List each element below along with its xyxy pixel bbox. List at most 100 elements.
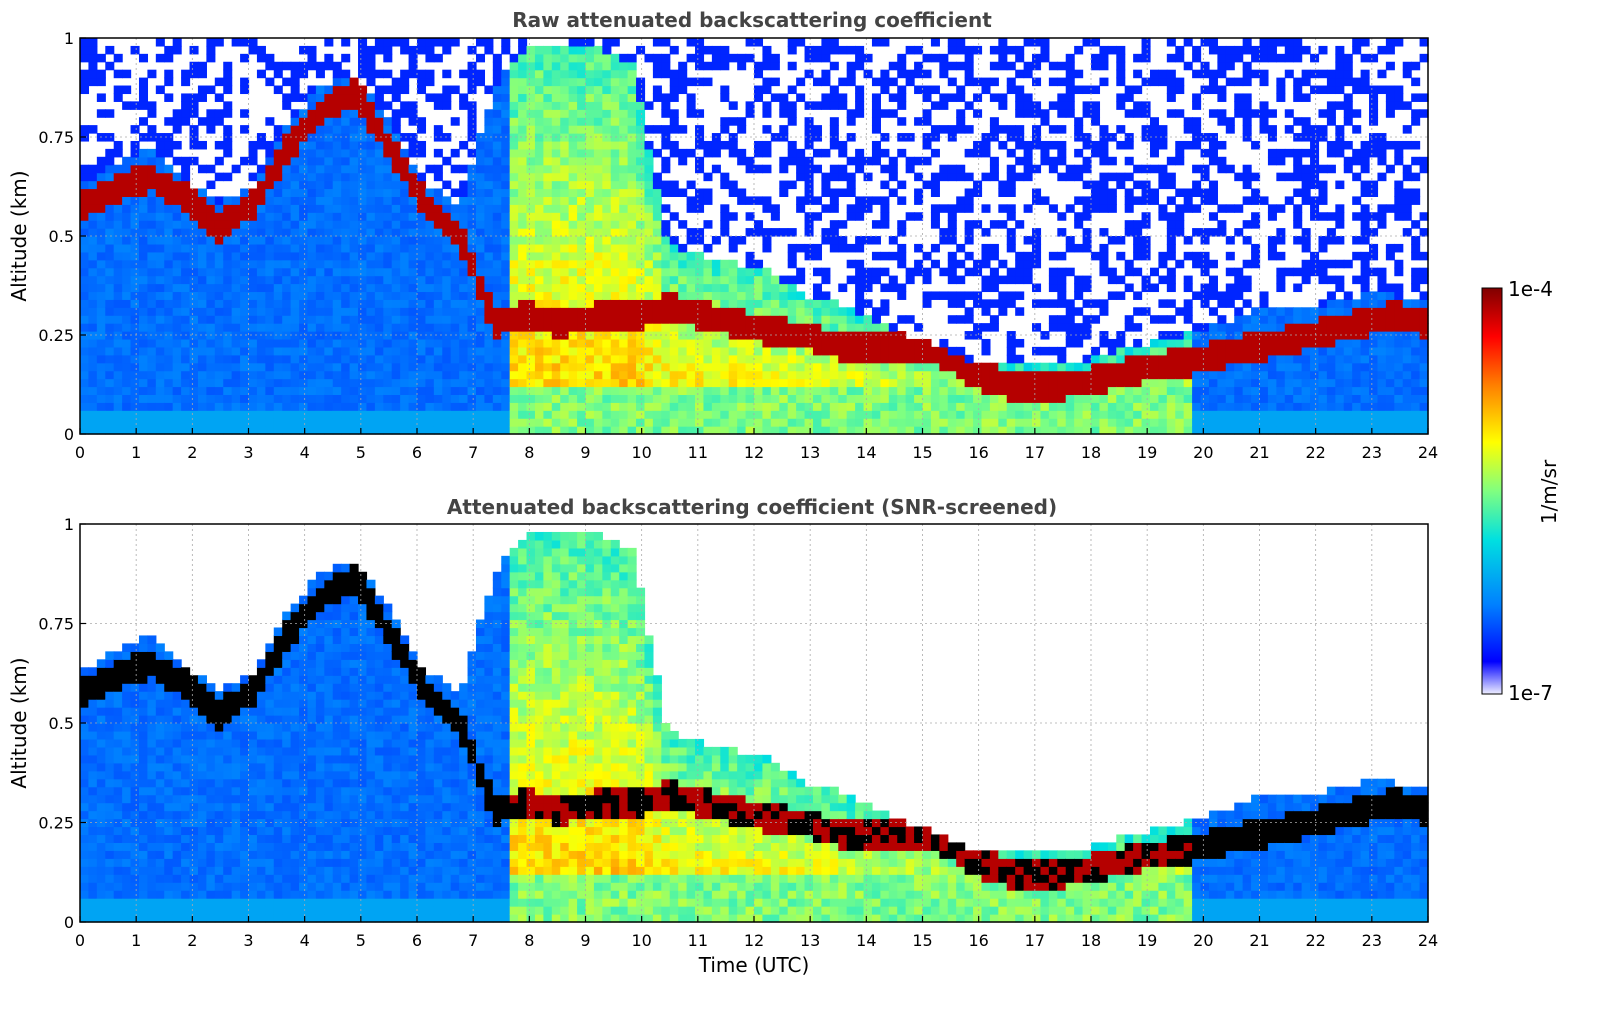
heatmap-cell	[307, 402, 317, 411]
heatmap-cell	[627, 53, 637, 63]
heatmap-cell	[956, 418, 966, 427]
heatmap-cell	[1116, 69, 1126, 79]
heatmap-cell	[155, 410, 165, 419]
heatmap-cell	[1149, 402, 1160, 411]
heatmap-cell	[762, 243, 772, 253]
heatmap-cell	[374, 196, 384, 205]
heatmap-cell	[998, 259, 1008, 269]
heatmap-cell	[939, 267, 949, 277]
heatmap-cell	[122, 243, 132, 253]
heatmap-cell	[787, 243, 797, 253]
heatmap-cell	[762, 77, 772, 87]
heatmap-cell	[636, 418, 646, 427]
heatmap-cell	[358, 61, 368, 71]
heatmap-cell	[1124, 259, 1134, 269]
heatmap-cell	[602, 315, 612, 324]
heatmap-cell	[408, 426, 418, 435]
heatmap-cell	[442, 85, 452, 95]
heatmap-cell	[273, 180, 283, 190]
heatmap-cell	[888, 346, 898, 356]
heatmap-cell	[821, 307, 831, 316]
heatmap-cell	[930, 378, 940, 388]
heatmap-cell	[914, 45, 924, 55]
heatmap-cell	[1158, 370, 1168, 380]
heatmap-cell	[122, 220, 132, 229]
heatmap-cell	[248, 140, 258, 150]
heatmap-cell	[400, 77, 410, 87]
heatmap-cell	[315, 370, 325, 380]
heatmap-cell	[720, 338, 730, 348]
heatmap-cell	[189, 291, 199, 300]
heatmap-cell	[501, 212, 511, 221]
heatmap-cell	[560, 275, 570, 285]
heatmap-cell	[518, 180, 528, 190]
heatmap-cell	[863, 69, 873, 79]
heatmap-cell	[484, 140, 494, 150]
heatmap-cell	[1166, 196, 1176, 205]
heatmap-cell	[1124, 402, 1134, 411]
heatmap-cell	[1107, 386, 1117, 395]
heatmap-cell	[358, 196, 368, 205]
heatmap-cell	[459, 283, 469, 293]
heatmap-cell	[147, 386, 157, 395]
heatmap-cell	[661, 164, 671, 174]
heatmap-cell	[619, 299, 629, 308]
heatmap-cell	[1091, 299, 1101, 308]
heatmap-cell	[138, 267, 149, 277]
heatmap-cell	[256, 267, 266, 277]
heatmap-cell	[113, 243, 123, 253]
heatmap-cell	[1015, 386, 1025, 395]
heatmap-cell	[80, 299, 90, 308]
heatmap-cell	[745, 212, 755, 221]
heatmap-cell	[425, 346, 435, 356]
heatmap-cell	[871, 267, 881, 277]
heatmap-cell	[644, 180, 654, 190]
heatmap-cell	[610, 196, 620, 205]
heatmap-cell	[796, 354, 806, 364]
heatmap-cell	[492, 299, 502, 308]
heatmap-cell	[568, 77, 578, 87]
heatmap-cell	[737, 148, 747, 158]
heatmap-cell	[593, 410, 603, 419]
heatmap-cell	[231, 386, 241, 395]
heatmap-cell	[1200, 410, 1210, 419]
heatmap-cell	[265, 386, 275, 395]
heatmap-cell	[964, 426, 974, 435]
heatmap-cell	[425, 299, 435, 308]
heatmap-cell	[122, 315, 132, 324]
heatmap-cell	[1006, 370, 1016, 380]
heatmap-cell	[585, 212, 595, 221]
heatmap-cell	[863, 410, 873, 419]
heatmap-cell	[981, 418, 991, 427]
heatmap-cell	[484, 148, 494, 158]
heatmap-cell	[358, 140, 368, 150]
heatmap-cell	[922, 85, 932, 95]
heatmap-cell	[627, 315, 637, 324]
heatmap-cell	[417, 117, 427, 126]
heatmap-cell	[475, 53, 486, 63]
heatmap-cell	[914, 370, 924, 380]
heatmap-cell	[593, 426, 603, 435]
heatmap-cell	[568, 204, 578, 213]
heatmap-cell	[206, 267, 216, 277]
heatmap-cell	[332, 291, 342, 300]
heatmap-cell	[113, 410, 123, 419]
heatmap-cell	[762, 354, 772, 364]
heatmap-cell	[248, 307, 258, 316]
heatmap-cell	[1200, 394, 1210, 403]
heatmap-cell	[551, 101, 561, 110]
heatmap-cell	[391, 220, 401, 229]
heatmap-cell	[1116, 172, 1126, 182]
heatmap-cell	[644, 220, 654, 229]
heatmap-cell	[425, 275, 435, 285]
heatmap-cell	[105, 283, 115, 293]
heatmap-cell	[619, 109, 629, 118]
heatmap-cell	[290, 77, 300, 87]
heatmap-cell	[484, 402, 494, 411]
heatmap-cell	[155, 291, 165, 300]
heatmap-cell	[248, 228, 258, 237]
heatmap-cell	[871, 109, 881, 118]
heatmap-cell	[197, 228, 207, 237]
heatmap-cell	[425, 378, 435, 388]
heatmap-cell	[644, 331, 654, 340]
